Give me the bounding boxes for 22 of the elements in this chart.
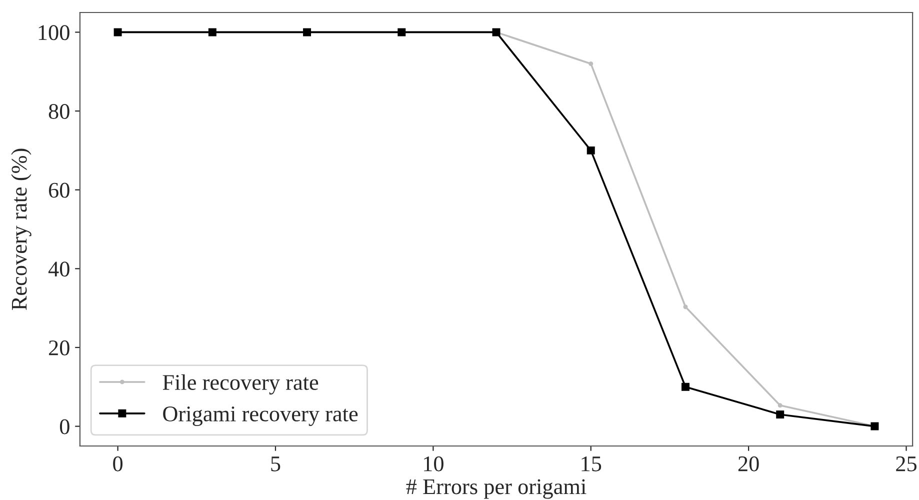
x-tick-label: 0 xyxy=(113,456,123,472)
x-axis-title: # Errors per origami xyxy=(406,479,586,499)
point xyxy=(588,61,594,66)
y-axis-title: Recovery rate (%) xyxy=(11,148,32,310)
point xyxy=(776,410,784,418)
point xyxy=(683,304,688,310)
point xyxy=(586,146,595,154)
x-tick-label: 10 xyxy=(424,456,444,472)
x-tick-label: 15 xyxy=(582,456,602,472)
x-tick-label: 20 xyxy=(738,456,759,472)
point xyxy=(682,382,690,391)
legend-label: File recovery rate xyxy=(162,374,318,395)
y-tick-label: 100 xyxy=(38,25,70,40)
x-tick-label: 5 xyxy=(271,456,280,472)
y-tick-label: 0 xyxy=(60,419,70,434)
y-tick-label: 20 xyxy=(48,340,70,356)
point xyxy=(778,403,782,408)
x-tick-label: 25 xyxy=(896,456,916,472)
y-tick-label: 40 xyxy=(48,262,70,277)
y-tick-label: 80 xyxy=(48,104,70,119)
y-tick-label: 60 xyxy=(48,182,70,198)
legend-label: Origami recovery rate xyxy=(163,406,358,426)
